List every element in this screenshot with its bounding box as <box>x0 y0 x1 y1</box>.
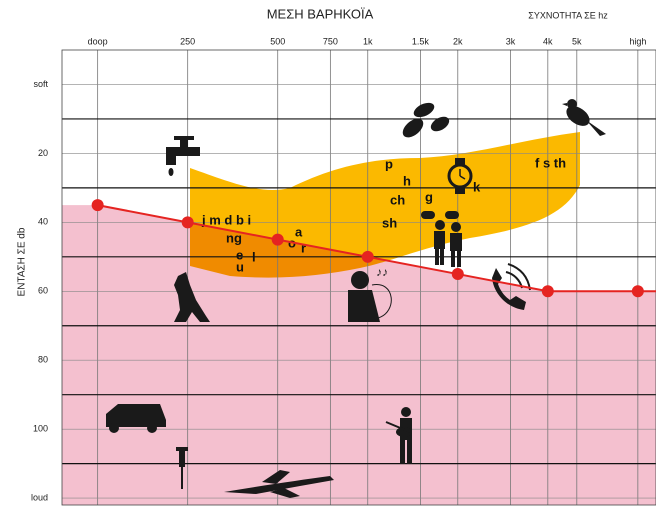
x-axis-label: ΣΥΧΝΟΤΗΤΑ ΣΕ hz <box>528 10 608 20</box>
x-tick-label: 500 <box>270 36 285 46</box>
speech-sound: p <box>385 156 393 171</box>
y-tick-label: loud <box>31 492 48 502</box>
speech-sound: ch <box>390 192 405 207</box>
chart-title: ΜΕΣΗ ΒΑΡΗΚΟΪΑ <box>267 6 374 21</box>
y-tick-label: 20 <box>38 148 48 158</box>
speech-sound: h <box>403 173 411 188</box>
speech-sound: k <box>473 179 481 194</box>
threshold-point <box>92 199 104 211</box>
speech-sound: l <box>252 249 256 264</box>
y-axis-label: ΕΝΤΑΣΗ ΣΕ db <box>17 227 28 296</box>
y-tick-label: 100 <box>33 424 48 434</box>
y-tick-label: 60 <box>38 286 48 296</box>
below-threshold-edge <box>638 291 656 505</box>
speech-sound: sh <box>382 215 397 230</box>
y-tick-label: soft <box>33 79 48 89</box>
threshold-point <box>632 285 644 297</box>
speech-sound: j m d b i <box>201 212 251 227</box>
x-tick-label: 4k <box>543 36 553 46</box>
y-tick-label: 40 <box>38 217 48 227</box>
threshold-point <box>272 234 284 246</box>
speech-sound: g <box>425 189 433 204</box>
svg-text:♪♪: ♪♪ <box>376 265 388 279</box>
x-tick-label: doop <box>88 36 108 46</box>
speech-sound: a <box>295 224 303 239</box>
threshold-point <box>362 251 374 263</box>
speech-sound: r <box>301 240 306 255</box>
x-tick-label: 1k <box>363 36 373 46</box>
x-tick-label: 3k <box>506 36 516 46</box>
chart: ♪♪ doop 250 500 750 1k 1.5k 2k 3k 4k 5k high soft 20… <box>0 0 656 508</box>
y-tick-label: 80 <box>38 355 48 365</box>
x-tick-label: 2k <box>453 36 463 46</box>
x-tick-label: high <box>629 36 646 46</box>
x-tick-label: 5k <box>572 36 582 46</box>
threshold-point <box>182 216 194 228</box>
speech-sound: u <box>236 259 244 274</box>
x-tick-label: 750 <box>323 36 338 46</box>
threshold-point <box>452 268 464 280</box>
speech-sound: f s th <box>535 155 566 170</box>
x-tick-label: 1.5k <box>412 36 430 46</box>
threshold-point <box>542 285 554 297</box>
x-tick-label: 250 <box>180 36 195 46</box>
below-threshold-edge <box>62 205 98 505</box>
